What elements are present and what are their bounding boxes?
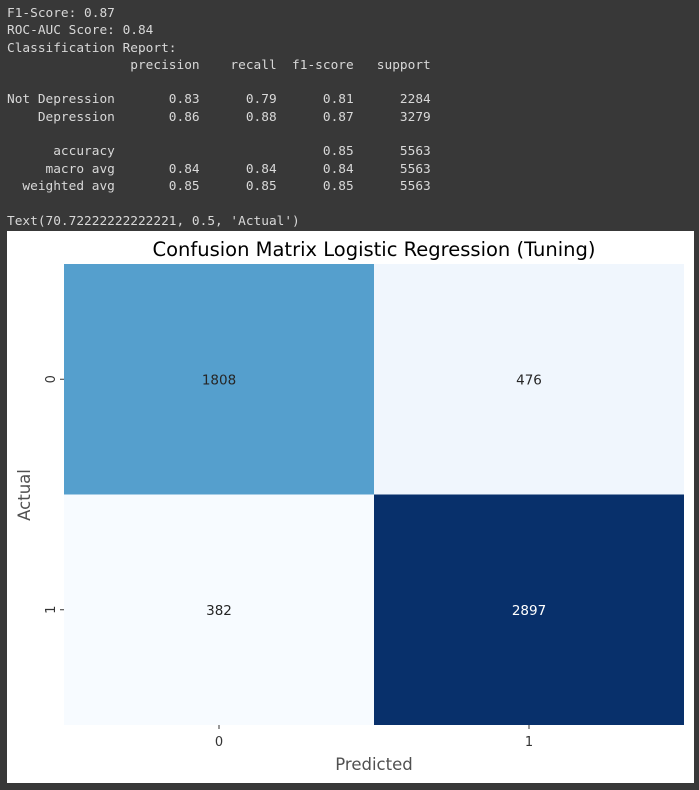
y-tick-label: 1 xyxy=(44,606,59,614)
console-line: weighted avg 0.85 0.85 0.85 5563 xyxy=(7,178,431,194)
confusion-matrix-heatmap: Confusion Matrix Logistic Regression (Tu… xyxy=(15,238,684,774)
console-line: F1-Score: 0.87 xyxy=(7,6,115,21)
console-line: Depression 0.86 0.88 0.87 3279 xyxy=(7,109,431,125)
console-output: F1-Score: 0.87 ROC-AUC Score: 0.84 Class… xyxy=(7,5,431,230)
console-line: precision recall f1-score support xyxy=(7,57,431,73)
x-tick-label: 1 xyxy=(525,735,533,750)
console-line: ROC-AUC Score: 0.84 xyxy=(7,23,154,39)
cell-value-label: 476 xyxy=(516,372,542,388)
heatmap-cell xyxy=(374,264,684,495)
heatmap-cell xyxy=(374,494,684,725)
cell-value-label: 1808 xyxy=(202,372,236,388)
heatmap-cell xyxy=(64,264,374,495)
console-line: Classification Report: xyxy=(7,40,177,56)
y-axis-label: Actual xyxy=(15,469,34,521)
chart-title: Confusion Matrix Logistic Regression (Tu… xyxy=(152,238,595,261)
cell-value-label: 382 xyxy=(206,603,232,619)
y-tick-label: 0 xyxy=(44,375,59,383)
heatmap-cells: 1808 476 382 2897 xyxy=(64,264,684,725)
figure-panel: Confusion Matrix Logistic Regression (Tu… xyxy=(7,231,694,783)
x-tick-label: 0 xyxy=(215,735,223,750)
x-axis-label: Predicted xyxy=(335,755,412,774)
cell-value-label: 2897 xyxy=(512,603,546,619)
console-line: Text(70.72222222222221, 0.5, 'Actual') xyxy=(7,213,300,229)
heatmap-cell xyxy=(64,494,374,725)
console-line: macro avg 0.84 0.84 0.84 5563 xyxy=(7,161,431,177)
axis-ticks: 0 1 0 1 xyxy=(44,375,533,750)
console-line: Not Depression 0.83 0.79 0.81 2284 xyxy=(7,92,431,108)
console-line: accuracy 0.85 5563 xyxy=(7,144,431,160)
